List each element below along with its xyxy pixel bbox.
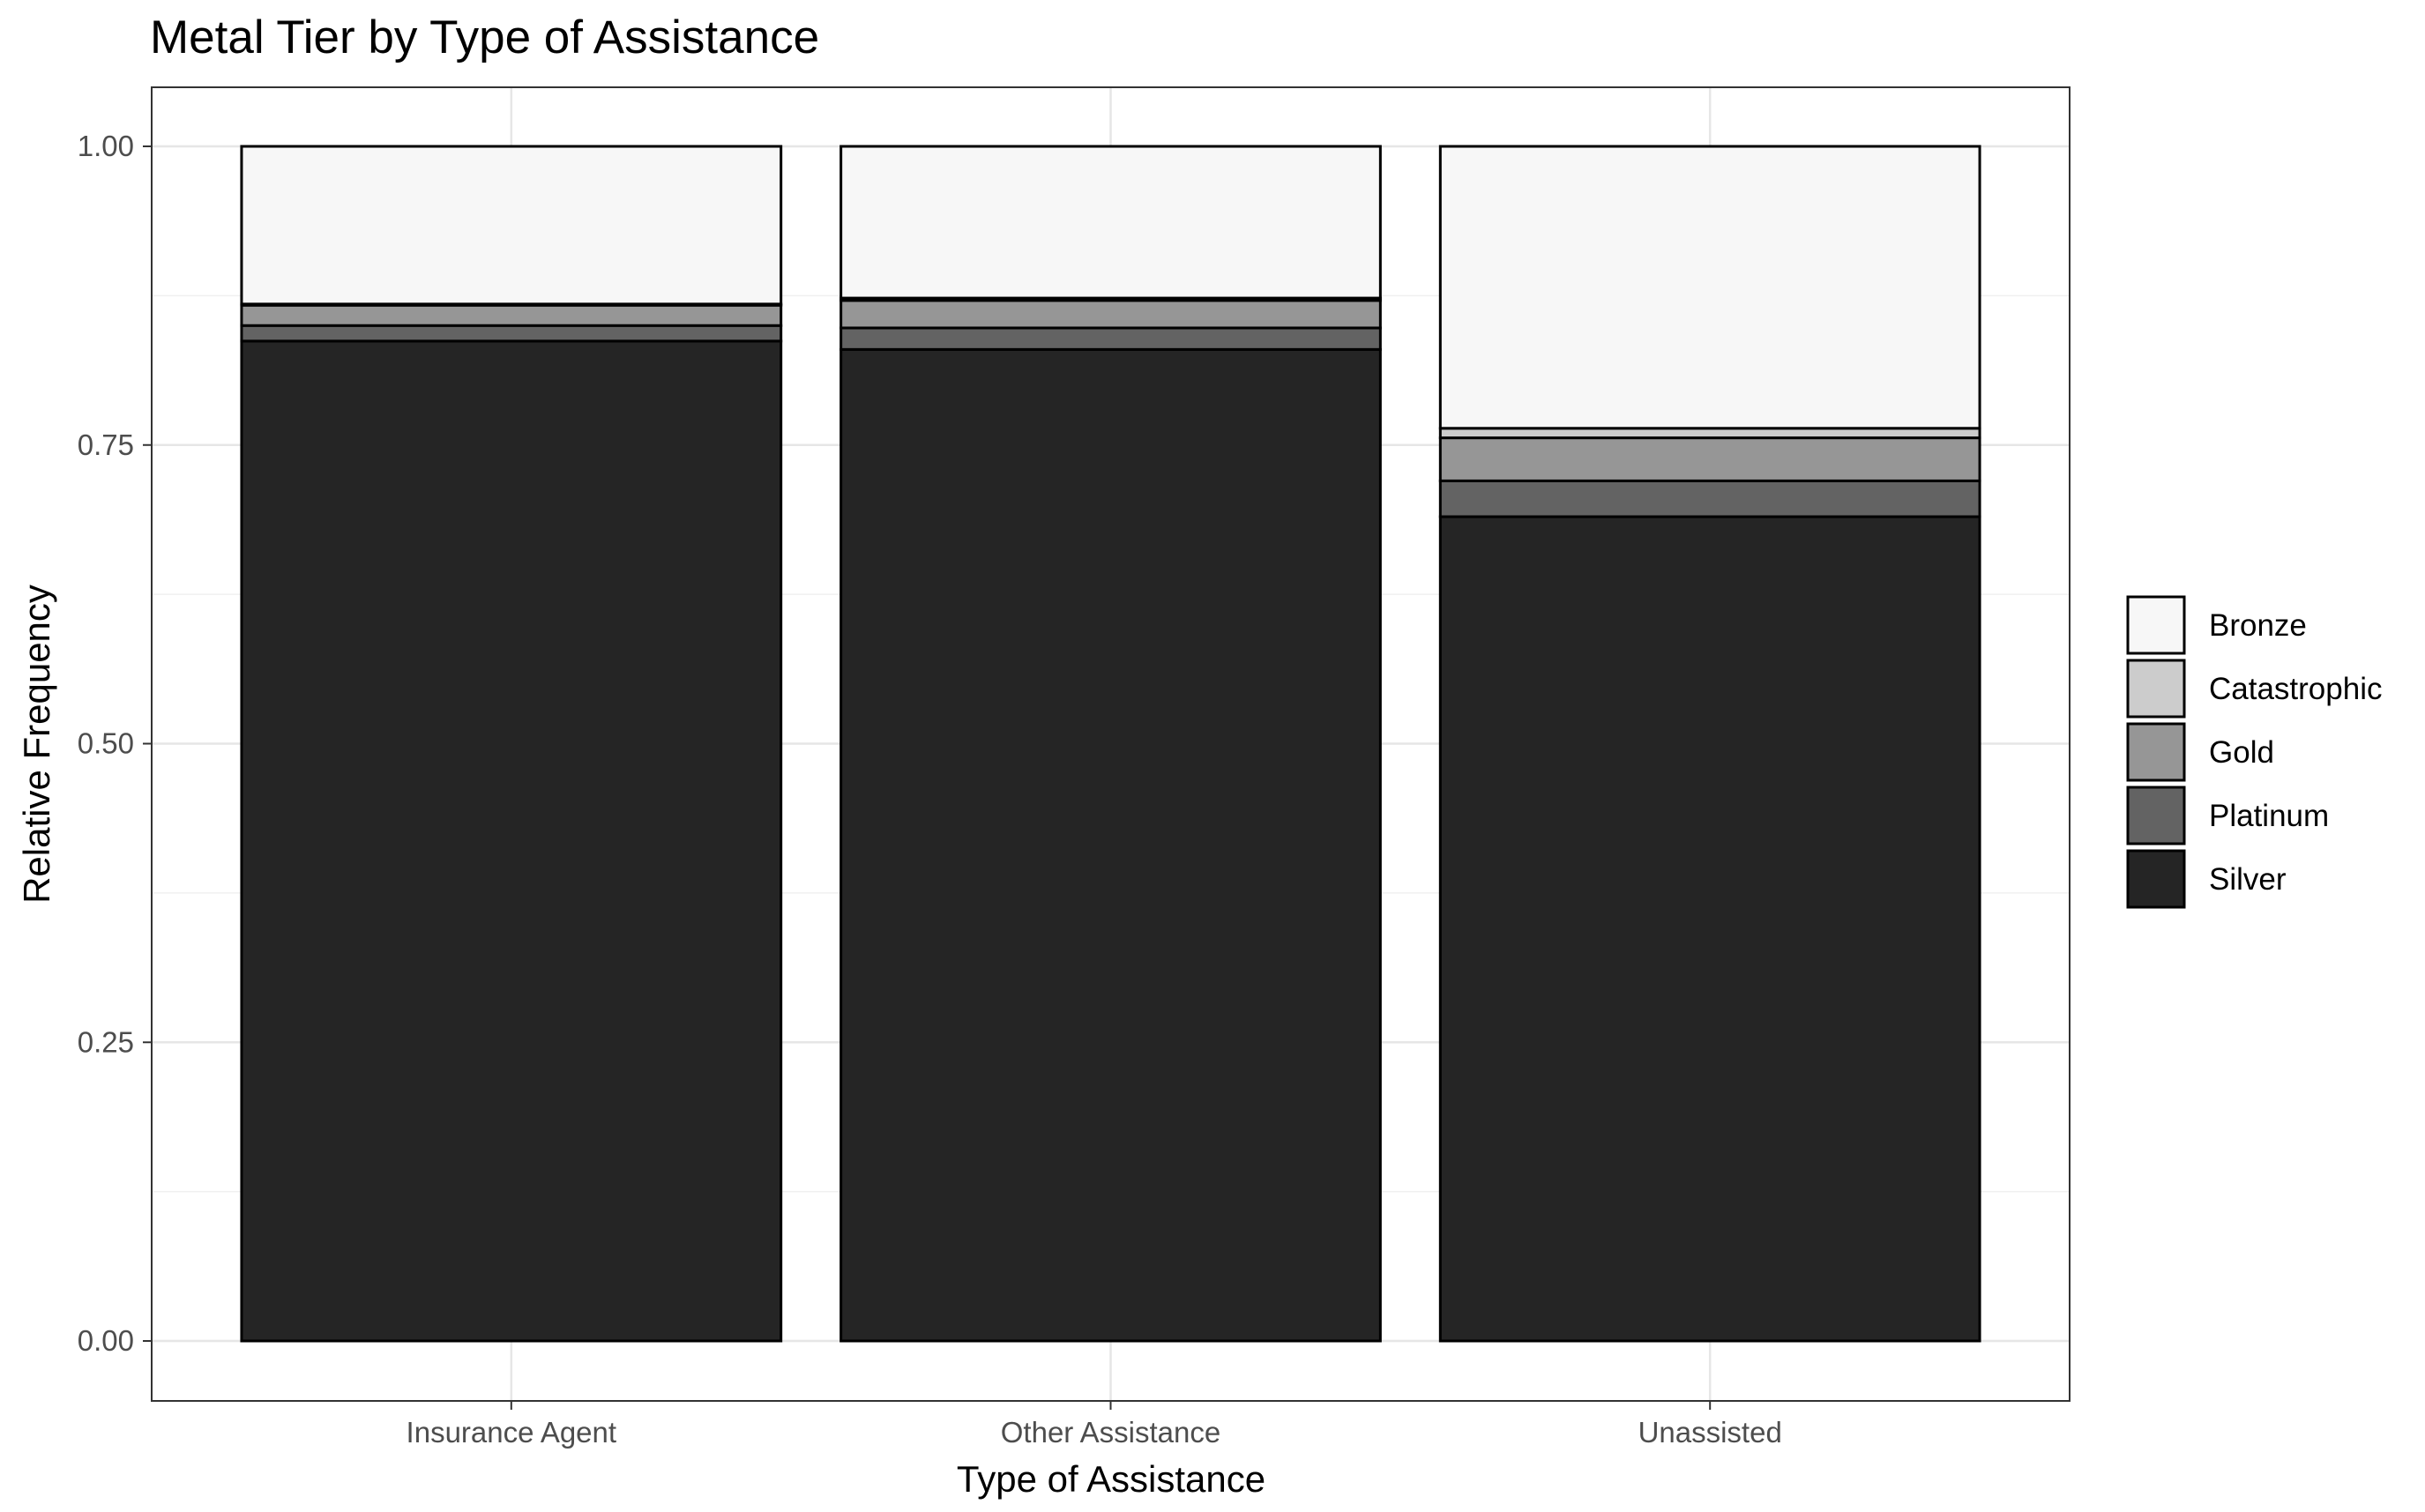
bar-segment-bronze-other-assistance: [839, 145, 1382, 300]
bar-segment-catastrophic-unassisted: [1438, 427, 1981, 440]
legend-label-platinum: Platinum: [2209, 799, 2329, 833]
bar-segment-gold-other-assistance: [839, 299, 1382, 330]
bar-segment-platinum-unassisted: [1438, 479, 1981, 518]
x-axis-title: Type of Assistance: [957, 1458, 1265, 1500]
y-tick-label: 0.75: [78, 428, 134, 461]
legend-label-catastrophic: Catastrophic: [2209, 672, 2382, 706]
bar-segment-bronze-unassisted: [1438, 145, 1981, 430]
y-tick-label: 0.50: [78, 727, 134, 760]
y-tick-label: 0.00: [78, 1324, 134, 1357]
legend-key-platinum: [2126, 786, 2186, 845]
legend-label-gold: Gold: [2209, 735, 2274, 770]
axes: 0.00 0.25 0.50 0.75 1.00 Insurance Agent Other…: [78, 130, 1782, 1449]
bar-segment-platinum-insurance-agent: [240, 324, 783, 343]
bar-segment-silver-other-assistance: [839, 347, 1382, 1343]
bar-segment-silver-insurance-agent: [240, 339, 783, 1343]
legend-label-bronze: Bronze: [2209, 608, 2307, 643]
bar-segment-gold-insurance-agent: [240, 303, 783, 327]
bar-segment-bronze-insurance-agent: [240, 145, 783, 306]
bar-segment-platinum-other-assistance: [839, 326, 1382, 351]
y-tick-label: 0.25: [78, 1025, 134, 1058]
legend-key-bronze: [2126, 595, 2186, 655]
chart-title: Metal Tier by Type of Assistance: [150, 11, 819, 63]
bars: [240, 145, 1981, 1343]
legend: Bronze Catastrophic Gold Platinum Silver: [2126, 595, 2382, 909]
x-tick-label: Other Assistance: [1001, 1416, 1220, 1449]
x-tick-label: Insurance Agent: [407, 1416, 617, 1449]
legend-key-catastrophic: [2126, 659, 2186, 719]
y-tick-label: 1.00: [78, 130, 134, 162]
legend-label-silver: Silver: [2209, 862, 2287, 897]
legend-key-silver: [2126, 849, 2186, 909]
legend-key-gold: [2126, 722, 2186, 782]
bar-segment-gold-unassisted: [1438, 436, 1981, 482]
x-tick-label: Unassisted: [1638, 1416, 1782, 1449]
bar-segment-silver-unassisted: [1438, 515, 1981, 1343]
y-axis-title: Relative Frequency: [16, 585, 57, 904]
